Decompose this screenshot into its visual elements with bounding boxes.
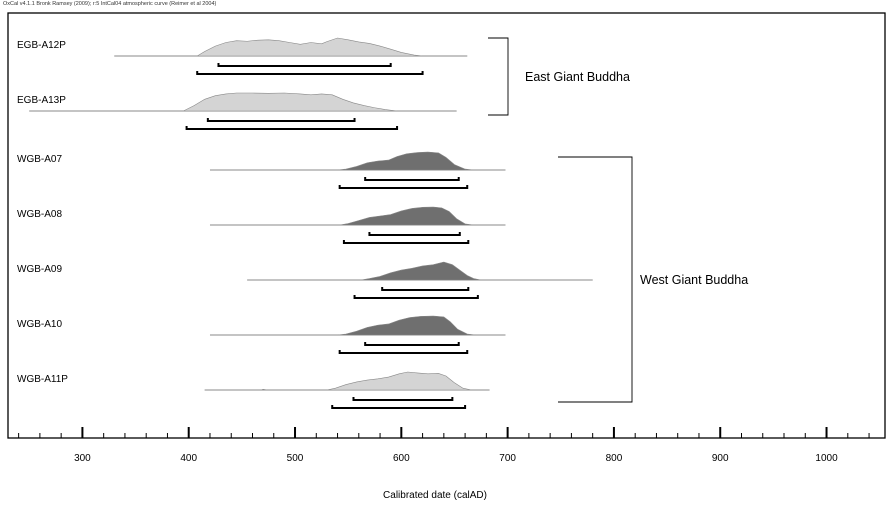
group-bracket — [488, 37, 509, 116]
probability-density — [204, 371, 490, 391]
range-68-bar — [381, 287, 470, 291]
series-egb-a12p: EGB-A12P — [17, 37, 468, 75]
probability-density — [29, 92, 457, 112]
x-tick-label: 1000 — [815, 453, 838, 464]
series-wgb-a10: WGB-A10 — [17, 315, 506, 354]
x-tick-label: 600 — [393, 453, 410, 464]
range-95-bar — [331, 405, 467, 409]
probability-density — [247, 261, 593, 281]
group-east: East Giant Buddha — [488, 37, 630, 116]
group-brackets: East Giant Buddha West Giant Buddha — [488, 37, 748, 403]
x-tick-label: 700 — [499, 453, 516, 464]
series-label: WGB-A11P — [17, 374, 68, 385]
x-tick-label: 800 — [606, 453, 623, 464]
range-95-bar — [338, 185, 469, 189]
probability-density — [209, 151, 506, 171]
x-tick-label: 500 — [287, 453, 304, 464]
range-95-bar — [338, 350, 469, 354]
group-bracket — [558, 156, 633, 403]
series-label: EGB-A13P — [17, 95, 66, 106]
x-tick-label: 400 — [180, 453, 197, 464]
plot-frame — [7, 12, 886, 439]
range-68-bar — [206, 118, 356, 122]
probability-density — [209, 315, 506, 336]
header-note: OxCal v4.1.1 Bronk Ramsey (2009); r:5 In… — [3, 1, 217, 7]
range-68-bar — [217, 63, 392, 67]
series-wgb-a08: WGB-A08 — [17, 206, 506, 244]
series-label: WGB-A09 — [17, 264, 62, 275]
series-label: WGB-A08 — [17, 209, 62, 220]
series-wgb-a11p: WGB-A11P — [17, 371, 490, 409]
probability-density — [209, 206, 506, 226]
series-egb-a13p: EGB-A13P — [17, 92, 457, 130]
series-group: EGB-A12P EGB-A13P WGB-A07 WGB-A08 WGB-A09 WGB… — [17, 37, 593, 409]
series-wgb-a07: WGB-A07 — [17, 151, 506, 189]
x-tick-label: 300 — [74, 453, 91, 464]
range-95-bar — [185, 126, 399, 130]
series-label: EGB-A12P — [17, 40, 66, 51]
series-wgb-a09: WGB-A09 — [17, 261, 593, 299]
range-68-bar — [368, 232, 461, 236]
series-label: WGB-A10 — [17, 319, 62, 330]
x-axis: 300 400 500 600 700 800 900 1000 — [18, 427, 870, 464]
range-68-bar — [364, 177, 460, 181]
range-68-bar — [352, 397, 454, 401]
range-68-bar — [364, 342, 460, 346]
group-label: East Giant Buddha — [525, 70, 630, 84]
range-95-bar — [353, 295, 479, 299]
range-95-bar — [342, 240, 470, 244]
group-label: West Giant Buddha — [640, 273, 748, 287]
probability-density — [114, 37, 468, 57]
x-axis-label: Calibrated date (calAD) — [383, 490, 487, 501]
series-label: WGB-A07 — [17, 154, 62, 165]
x-tick-label: 900 — [712, 453, 729, 464]
group-west: West Giant Buddha — [558, 156, 748, 403]
range-95-bar — [196, 71, 424, 75]
